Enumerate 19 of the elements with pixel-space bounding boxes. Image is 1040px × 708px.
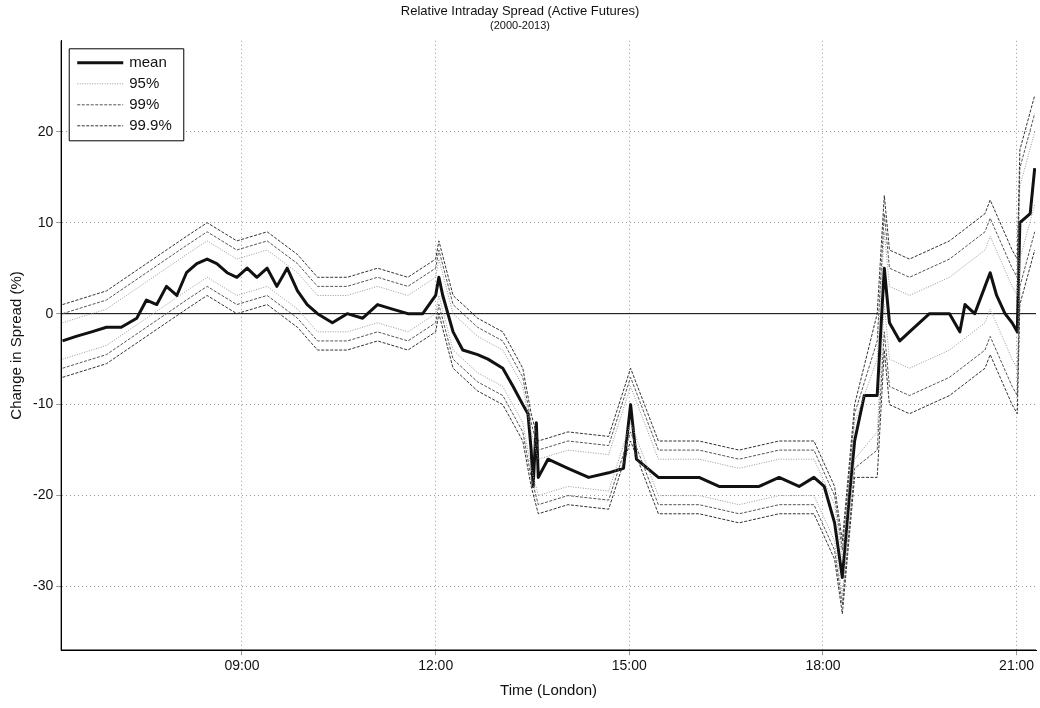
x-tick-label: 21:00	[999, 657, 1035, 674]
y-tick-label: 0	[45, 304, 54, 321]
y-tick-label: -20	[33, 486, 54, 503]
y-tick-label: 10	[37, 213, 54, 230]
legend-label: 99%	[129, 94, 160, 112]
x-axis-title: Time (London)	[500, 681, 598, 699]
y-axis-title: Change in Spread (%)	[7, 271, 25, 420]
legend-label: mean	[129, 52, 167, 70]
x-tick-label: 12:00	[418, 657, 454, 674]
chart-title: Relative Intraday Spread (Active Futures)	[400, 3, 640, 19]
chart-subtitle: (2000-2013)	[490, 19, 550, 32]
legend-label: 99.9%	[129, 115, 172, 133]
legend-label: 95%	[129, 73, 160, 91]
x-tick-label: 18:00	[805, 657, 841, 674]
x-tick-label: 09:00	[224, 657, 260, 674]
y-tick-label: -10	[33, 395, 54, 412]
y-tick-label: 20	[37, 122, 54, 139]
x-tick-label: 15:00	[611, 657, 648, 674]
y-tick-label: -30	[33, 577, 54, 594]
